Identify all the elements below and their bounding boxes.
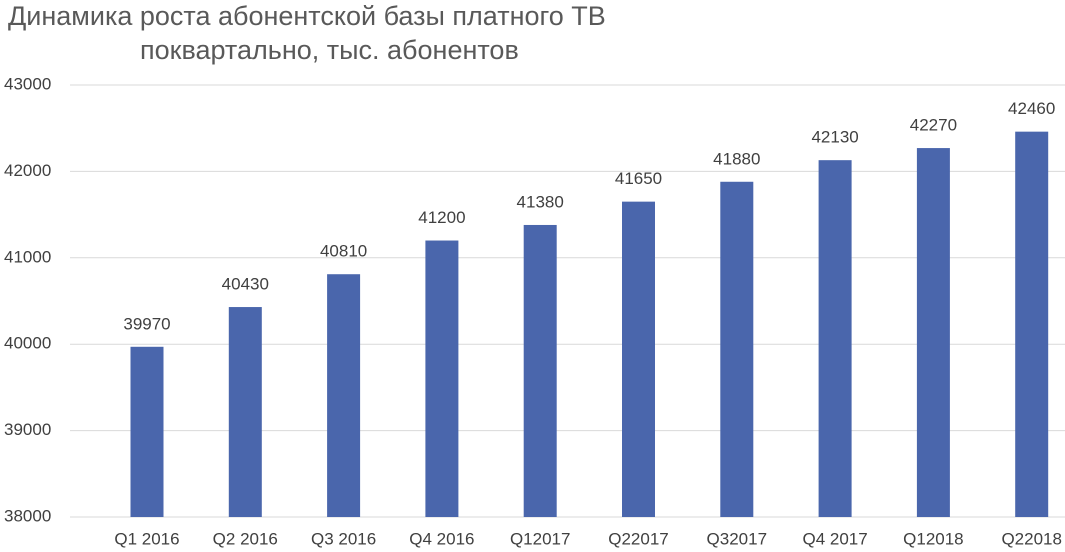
value-label: 40430 (222, 275, 269, 294)
bar (720, 181, 754, 517)
y-tick-label: 40000 (4, 334, 51, 353)
y-tick-label: 42000 (4, 161, 51, 180)
chart-subtitle: поквартально, тыс. абонентов (140, 35, 519, 65)
y-tick-label: 43000 (4, 74, 51, 93)
value-label: 42130 (811, 128, 858, 147)
x-tick-label: Q12018 (903, 529, 964, 548)
y-tick-label: 39000 (4, 420, 51, 439)
bar (622, 201, 655, 517)
value-label: 41880 (713, 149, 760, 168)
value-label: 42270 (910, 116, 957, 135)
x-tick-label: Q32017 (707, 529, 768, 548)
value-label: 39970 (123, 314, 170, 333)
bar (228, 307, 262, 517)
x-tick-label: Q12017 (510, 529, 571, 548)
bar (425, 240, 459, 517)
value-label: 42460 (1008, 99, 1055, 118)
x-tick-label: Q22018 (1001, 529, 1062, 548)
x-tick-label: Q22017 (608, 529, 669, 548)
value-label: 40810 (320, 242, 367, 261)
bar (523, 224, 557, 517)
x-tick-label: Q1 2016 (114, 529, 179, 548)
y-tick-label: 41000 (4, 247, 51, 266)
chart-title: Динамика роста абонентской базы платного… (8, 1, 606, 31)
x-tick-label: Q4 2017 (802, 529, 867, 548)
bar (327, 274, 361, 517)
bar (916, 148, 950, 517)
bar (130, 346, 164, 517)
value-label: 41380 (517, 192, 564, 211)
bar (818, 160, 852, 517)
value-label: 41650 (615, 169, 662, 188)
bar (1015, 131, 1049, 517)
x-tick-label: Q2 2016 (213, 529, 278, 548)
value-label: 41200 (418, 208, 465, 227)
x-tick-label: Q4 2016 (409, 529, 474, 548)
y-tick-label: 38000 (4, 506, 51, 525)
x-tick-label: Q3 2016 (311, 529, 376, 548)
